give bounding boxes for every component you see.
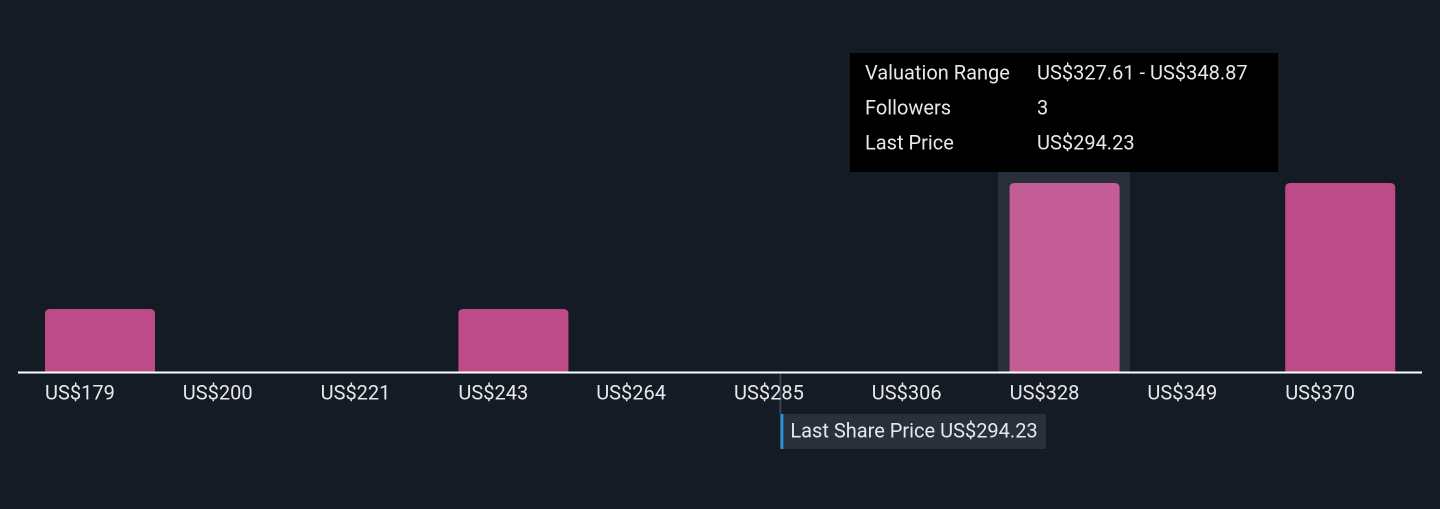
bar: [1285, 183, 1396, 372]
x-tick-label: US$243: [458, 380, 528, 404]
tooltip-value: 3: [1037, 95, 1048, 119]
x-tick-label: US$179: [45, 380, 115, 404]
tooltip-value: US$294.23: [1037, 130, 1135, 154]
tooltip-value: US$327.61 - US$348.87: [1037, 60, 1248, 84]
last-price-label: Last Share Price: [790, 418, 935, 442]
bar: [1009, 183, 1120, 372]
x-tick-label: US$285: [734, 380, 804, 404]
bar: [45, 309, 155, 372]
x-tick-label: US$349: [1147, 380, 1217, 404]
last-price-box: [780, 414, 1046, 449]
tooltip-label: Followers: [865, 95, 951, 119]
tooltip: [850, 53, 1278, 172]
x-tick-label: US$221: [321, 380, 391, 404]
last-price-marker: [780, 414, 784, 449]
x-tick-label: US$306: [872, 380, 942, 404]
last-price-value: US$294.23: [940, 418, 1038, 442]
bar: [458, 309, 569, 372]
tooltip-label: Last Price: [865, 130, 954, 154]
tooltip-label: Valuation Range: [865, 60, 1010, 84]
x-tick-label: US$264: [596, 380, 666, 404]
x-tick-label: US$200: [183, 380, 253, 404]
x-tick-label: US$370: [1285, 380, 1355, 404]
x-tick-label: US$328: [1010, 380, 1080, 404]
